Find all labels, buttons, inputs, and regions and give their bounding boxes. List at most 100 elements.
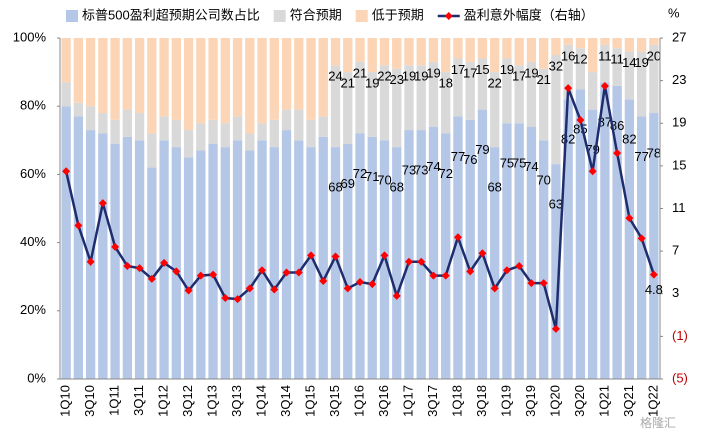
bar-segment <box>526 126 537 379</box>
bar-segment <box>575 89 586 380</box>
bar-segment <box>220 123 230 148</box>
bar-segment <box>110 38 120 120</box>
y-tick-label: 0% <box>27 370 46 385</box>
x-tick-label: 3Q12 <box>180 385 195 417</box>
data-label: 4.8 <box>645 282 663 297</box>
bar-segment <box>551 164 561 379</box>
data-label: 20 <box>647 48 661 63</box>
bar-segment <box>575 48 586 90</box>
legend-swatch <box>355 10 368 22</box>
legend-swatch <box>273 10 286 22</box>
bar-segment <box>220 38 230 124</box>
data-label: 18 <box>438 76 452 91</box>
bar-segment <box>379 38 390 66</box>
data-label: 77 <box>451 149 465 164</box>
bar-segment <box>490 38 500 73</box>
bar-segment <box>588 109 598 380</box>
data-label: 68 <box>328 179 342 194</box>
line-marker <box>319 276 328 285</box>
line-marker <box>270 285 279 294</box>
bar-segment <box>73 102 84 117</box>
bar-segment <box>526 61 537 127</box>
bar-segment <box>318 136 328 379</box>
bar-segment <box>294 38 304 110</box>
line-marker <box>307 251 316 260</box>
bar-segment <box>232 38 243 117</box>
y2-tick-label: 19 <box>672 115 686 130</box>
line-marker <box>576 116 585 125</box>
bar-segment <box>257 140 267 379</box>
bar-segment <box>330 65 341 148</box>
bar-segment <box>367 72 377 137</box>
line-marker <box>551 324 560 333</box>
bar-segment <box>98 133 108 379</box>
bar-segment <box>122 109 132 137</box>
bar-segment <box>330 38 341 66</box>
data-label: 17 <box>451 62 465 77</box>
bar-segment <box>539 68 549 141</box>
line-marker <box>86 257 95 266</box>
bar-segment <box>539 140 549 379</box>
data-label: 12 <box>573 52 587 67</box>
bar-segment <box>563 99 573 379</box>
line-marker <box>490 284 499 293</box>
bar-segment <box>379 65 390 141</box>
y2-tick-label: 23 <box>672 72 686 87</box>
data-label: 21 <box>536 72 550 87</box>
data-label: 82 <box>622 132 636 147</box>
line-marker <box>62 167 71 176</box>
line-marker <box>343 284 352 293</box>
data-label: 19 <box>414 69 428 84</box>
bar-segment <box>490 72 500 148</box>
x-tick-label: 3Q14 <box>278 385 293 417</box>
x-tick-label: 3Q20 <box>572 385 587 417</box>
y2-tick-label: (1) <box>672 328 688 343</box>
bar-segment <box>245 150 255 379</box>
bar-segment <box>159 38 169 117</box>
line-marker <box>160 258 169 267</box>
bar-segment <box>539 38 549 69</box>
bar-segment <box>110 143 120 379</box>
x-tick-label: 3Q16 <box>376 385 391 417</box>
bar-segment <box>171 119 181 148</box>
data-label: 73 <box>414 162 428 177</box>
data-label: 63 <box>549 197 563 212</box>
bar-segment <box>404 65 414 131</box>
line-marker <box>147 274 156 283</box>
y2-tick-label: (5) <box>672 370 688 385</box>
x-tick-label: 1Q14 <box>253 385 268 417</box>
bar-segment <box>355 38 365 62</box>
line-marker <box>221 294 230 303</box>
line-marker <box>233 295 242 304</box>
x-tick-label: 1Q11 <box>107 385 122 416</box>
bar-segment <box>171 38 181 120</box>
data-label: 72 <box>438 166 452 181</box>
line-marker <box>441 271 450 280</box>
line-marker <box>539 279 548 288</box>
line-marker <box>172 267 181 276</box>
bar-segment <box>306 38 316 120</box>
bar-segment <box>441 133 451 379</box>
y2-tick-label: 3 <box>672 285 679 300</box>
bar-segment <box>61 106 71 379</box>
bar-segment <box>477 58 488 110</box>
bar-segment <box>624 51 635 100</box>
bar-segment <box>404 130 414 379</box>
y-tick-label: 40% <box>20 234 46 249</box>
bar-segment <box>612 38 622 49</box>
data-label: 74 <box>426 159 440 174</box>
x-tick-label: 3Q19 <box>523 385 538 417</box>
data-label: 68 <box>487 179 501 194</box>
bar-segment <box>134 38 145 114</box>
data-label: 16 <box>561 48 575 63</box>
line-marker <box>613 149 622 158</box>
data-label: 72 <box>353 166 367 181</box>
bar-segment <box>281 130 292 379</box>
y2-tick-label: 27 <box>672 29 686 44</box>
bar-segment <box>416 65 426 131</box>
line-marker <box>417 257 426 266</box>
x-tick-label: 3Q15 <box>327 385 342 417</box>
bar-segment <box>257 123 267 141</box>
bar-segment <box>147 167 157 379</box>
data-label: 75 <box>500 156 514 171</box>
